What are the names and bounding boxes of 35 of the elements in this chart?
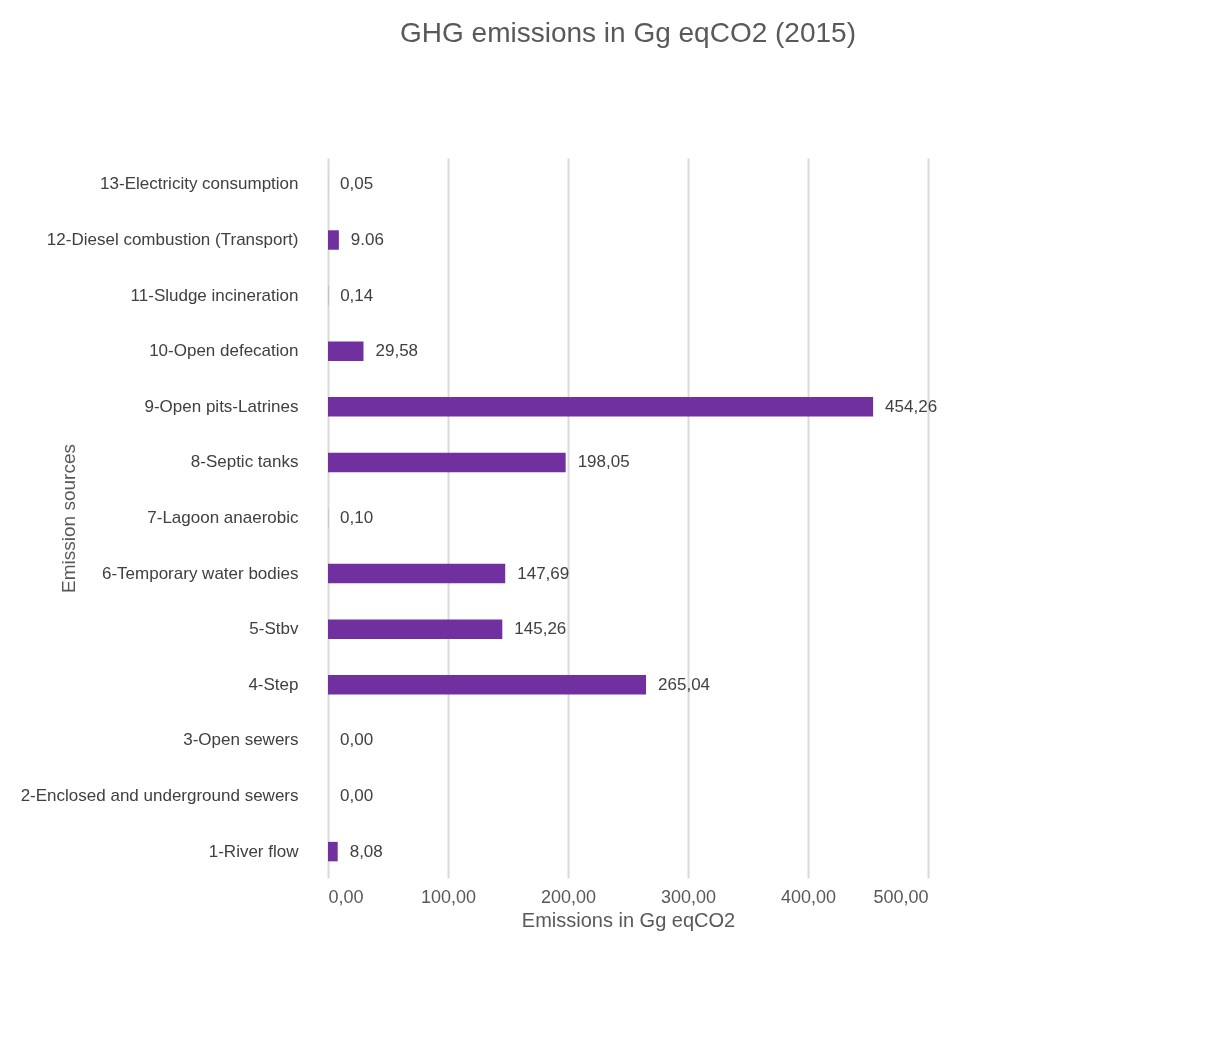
x-tick-label: 200,00 [540,886,597,907]
data-label: 0,10 [340,508,374,527]
data-label: 0,00 [340,785,374,805]
data-label: 8,08 [349,841,383,861]
data-label: 147,69 [517,563,570,583]
x-tick-label: 300,00 [660,886,717,907]
data-label: 9.06 [350,230,384,250]
x-tick-label: 400,00 [780,886,837,907]
y-tick-label: 10-Open defecation [149,341,299,361]
x-tick-label: 100,00 [420,886,477,907]
y-tick-label: 3-Open sewers [183,730,299,750]
x-axis-title: Emissions in Gg eqCO2 [521,908,736,931]
y-tick-label: 12-Diesel combustion (Transport) [46,230,299,250]
y-tick-label: 2-Enclosed and underground sewers [20,785,299,805]
y-tick-label: 11-Sludge incineration [130,285,299,305]
data-label: 0,14 [340,285,374,305]
y-tick-label: 8-Septic tanks [190,452,299,472]
data-label: 454,26 [885,396,938,416]
y-tick-label: 13-Electricity consumption [100,174,299,194]
chart-title: GHG emissions in Gg eqCO2 (2015) [400,17,856,48]
y-tick-label: 9-Open pits-Latrines [144,396,299,416]
y-tick-label: 5-Stbv [249,619,299,639]
x-tick-label: 500,00 [873,886,929,907]
data-label: 265,04 [658,674,711,694]
data-label: 29,58 [375,341,419,361]
y-axis-title: Emission sources [57,444,79,593]
y-tick-label: 4-Step [248,674,299,694]
data-label: 198,05 [577,452,630,472]
x-tick-label: 0,00 [328,886,364,907]
data-label: 0,00 [340,730,374,750]
y-tick-label: 6-Temporary water bodies [101,563,299,583]
data-label: 0,05 [340,174,374,194]
y-tick-label: 7-Lagoon anaerobic [147,508,299,527]
data-label: 145,26 [514,619,567,639]
y-tick-label: 1-River flow [208,841,300,861]
